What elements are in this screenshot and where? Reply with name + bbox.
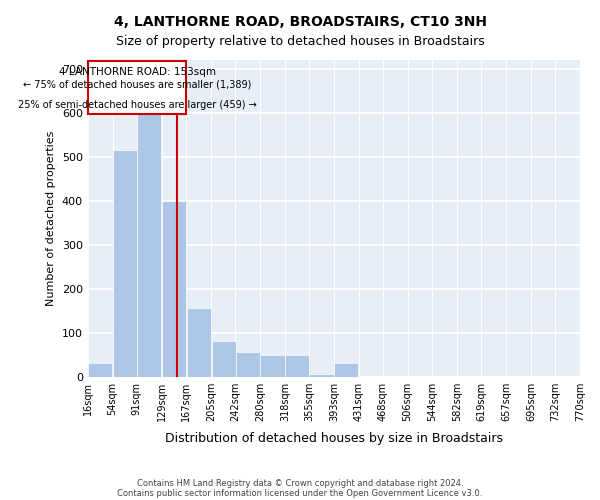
X-axis label: Distribution of detached houses by size in Broadstairs: Distribution of detached houses by size … bbox=[165, 432, 503, 445]
Bar bbox=[162, 200, 186, 376]
Bar bbox=[212, 342, 236, 376]
Bar bbox=[88, 364, 112, 376]
Text: Contains HM Land Registry data © Crown copyright and database right 2024.: Contains HM Land Registry data © Crown c… bbox=[137, 478, 463, 488]
Bar bbox=[260, 354, 284, 376]
Text: 4 LANTHORNE ROAD: 153sqm: 4 LANTHORNE ROAD: 153sqm bbox=[59, 68, 215, 78]
Bar bbox=[137, 95, 161, 376]
Bar bbox=[187, 308, 211, 376]
Y-axis label: Number of detached properties: Number of detached properties bbox=[46, 130, 56, 306]
Text: ← 75% of detached houses are smaller (1,389): ← 75% of detached houses are smaller (1,… bbox=[23, 80, 251, 90]
Bar bbox=[236, 352, 260, 376]
Bar bbox=[334, 364, 358, 376]
Bar bbox=[88, 61, 187, 114]
Bar bbox=[310, 374, 334, 376]
Text: Size of property relative to detached houses in Broadstairs: Size of property relative to detached ho… bbox=[116, 35, 484, 48]
Text: 4, LANTHORNE ROAD, BROADSTAIRS, CT10 3NH: 4, LANTHORNE ROAD, BROADSTAIRS, CT10 3NH bbox=[113, 15, 487, 29]
Bar bbox=[285, 354, 310, 376]
Bar bbox=[113, 150, 137, 376]
Text: 25% of semi-detached houses are larger (459) →: 25% of semi-detached houses are larger (… bbox=[18, 100, 256, 110]
Text: Contains public sector information licensed under the Open Government Licence v3: Contains public sector information licen… bbox=[118, 488, 482, 498]
